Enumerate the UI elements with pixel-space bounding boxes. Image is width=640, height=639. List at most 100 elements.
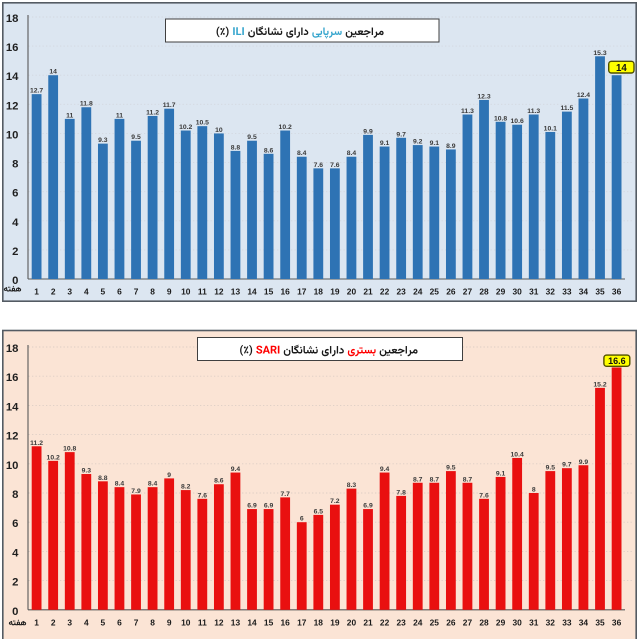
svg-text:11: 11 bbox=[198, 287, 207, 297]
svg-text:23: 23 bbox=[396, 617, 406, 627]
svg-text:8.7: 8.7 bbox=[413, 476, 423, 483]
svg-text:24: 24 bbox=[413, 617, 423, 627]
svg-text:8.6: 8.6 bbox=[264, 147, 274, 154]
svg-text:6: 6 bbox=[12, 518, 18, 530]
svg-text:14: 14 bbox=[247, 617, 257, 627]
svg-text:10.2: 10.2 bbox=[279, 124, 292, 131]
svg-text:8.7: 8.7 bbox=[463, 476, 473, 483]
svg-text:9.5: 9.5 bbox=[247, 134, 257, 141]
svg-text:12.4: 12.4 bbox=[577, 92, 590, 99]
svg-text:9.1: 9.1 bbox=[430, 140, 440, 147]
svg-text:9: 9 bbox=[167, 472, 171, 479]
svg-text:10: 10 bbox=[215, 127, 223, 134]
svg-text:10.2: 10.2 bbox=[179, 124, 192, 131]
svg-text:11.8: 11.8 bbox=[80, 101, 93, 108]
svg-text:8.3: 8.3 bbox=[347, 482, 357, 489]
svg-text:8.2: 8.2 bbox=[181, 484, 191, 491]
svg-text:29: 29 bbox=[496, 287, 506, 297]
svg-text:28: 28 bbox=[479, 287, 489, 297]
svg-text:35: 35 bbox=[595, 287, 605, 297]
svg-text:21: 21 bbox=[363, 617, 373, 627]
svg-text:8.4: 8.4 bbox=[148, 481, 158, 488]
svg-text:6: 6 bbox=[300, 516, 304, 523]
svg-text:9.5: 9.5 bbox=[131, 134, 141, 141]
svg-text:6.5: 6.5 bbox=[314, 508, 324, 515]
svg-text:18: 18 bbox=[6, 343, 19, 355]
svg-text:9: 9 bbox=[167, 287, 172, 297]
svg-text:20: 20 bbox=[347, 287, 357, 297]
svg-text:32: 32 bbox=[546, 617, 556, 627]
svg-text:22: 22 bbox=[380, 287, 390, 297]
svg-text:10: 10 bbox=[181, 287, 191, 297]
svg-text:34: 34 bbox=[579, 617, 589, 627]
svg-text:1: 1 bbox=[34, 287, 39, 297]
svg-text:16: 16 bbox=[281, 617, 291, 627]
svg-text:6.9: 6.9 bbox=[264, 503, 274, 510]
svg-text:34: 34 bbox=[579, 287, 589, 297]
svg-text:14: 14 bbox=[616, 63, 627, 74]
svg-text:14: 14 bbox=[247, 287, 257, 297]
svg-text:10.8: 10.8 bbox=[63, 446, 76, 453]
svg-text:8.4: 8.4 bbox=[115, 481, 125, 488]
svg-text:18: 18 bbox=[314, 617, 324, 627]
svg-text:9.7: 9.7 bbox=[396, 131, 406, 138]
svg-text:4: 4 bbox=[84, 287, 89, 297]
svg-text:15.3: 15.3 bbox=[593, 50, 606, 57]
svg-text:33: 33 bbox=[562, 287, 572, 297]
svg-text:12: 12 bbox=[6, 431, 19, 443]
svg-text:25: 25 bbox=[430, 617, 440, 627]
svg-text:7.7: 7.7 bbox=[280, 491, 290, 498]
svg-text:1: 1 bbox=[34, 617, 39, 627]
svg-text:31: 31 bbox=[529, 617, 539, 627]
svg-text:10.2: 10.2 bbox=[47, 454, 60, 461]
svg-text:12: 12 bbox=[214, 287, 224, 297]
svg-text:5: 5 bbox=[101, 287, 106, 297]
svg-text:36: 36 bbox=[612, 617, 622, 627]
svg-text:7.2: 7.2 bbox=[330, 498, 340, 505]
svg-text:8: 8 bbox=[150, 287, 155, 297]
svg-text:11.2: 11.2 bbox=[146, 109, 159, 116]
svg-text:8: 8 bbox=[150, 617, 155, 627]
svg-text:9.3: 9.3 bbox=[82, 468, 92, 475]
svg-text:10: 10 bbox=[6, 129, 19, 141]
svg-text:30: 30 bbox=[512, 287, 522, 297]
svg-text:0: 0 bbox=[12, 606, 18, 618]
svg-text:19: 19 bbox=[330, 617, 340, 627]
svg-text:9: 9 bbox=[167, 617, 172, 627]
svg-text:23: 23 bbox=[396, 287, 406, 297]
svg-text:16: 16 bbox=[281, 287, 291, 297]
svg-text:14: 14 bbox=[6, 71, 19, 83]
svg-text:11: 11 bbox=[66, 112, 73, 119]
svg-text:9.2: 9.2 bbox=[413, 139, 423, 146]
svg-text:35: 35 bbox=[595, 617, 605, 627]
svg-text:12: 12 bbox=[6, 100, 19, 112]
svg-text:16: 16 bbox=[6, 372, 19, 384]
svg-text:7.6: 7.6 bbox=[198, 492, 208, 499]
svg-text:26: 26 bbox=[446, 287, 456, 297]
svg-text:19: 19 bbox=[330, 287, 340, 297]
svg-text:36: 36 bbox=[612, 287, 622, 297]
svg-text:4: 4 bbox=[12, 547, 19, 559]
svg-text:11.7: 11.7 bbox=[163, 102, 176, 109]
svg-text:3: 3 bbox=[67, 287, 72, 297]
svg-text:8.9: 8.9 bbox=[446, 143, 456, 150]
svg-text:10: 10 bbox=[181, 617, 191, 627]
svg-text:10: 10 bbox=[6, 460, 19, 472]
svg-text:11: 11 bbox=[116, 112, 123, 119]
svg-text:9.1: 9.1 bbox=[380, 140, 390, 147]
svg-text:25: 25 bbox=[430, 287, 440, 297]
svg-text:18: 18 bbox=[314, 287, 324, 297]
svg-text:2: 2 bbox=[51, 287, 56, 297]
svg-text:7.9: 7.9 bbox=[131, 488, 141, 495]
svg-text:8: 8 bbox=[12, 159, 18, 171]
svg-text:10.6: 10.6 bbox=[511, 118, 524, 125]
svg-text:9.9: 9.9 bbox=[363, 128, 373, 135]
svg-text:7.6: 7.6 bbox=[330, 162, 340, 169]
svg-text:15.2: 15.2 bbox=[593, 381, 606, 388]
svg-text:26: 26 bbox=[446, 617, 456, 627]
svg-text:0: 0 bbox=[12, 275, 18, 287]
svg-text:7: 7 bbox=[134, 287, 139, 297]
svg-text:17: 17 bbox=[297, 287, 307, 297]
svg-text:2: 2 bbox=[51, 617, 56, 627]
svg-text:7: 7 bbox=[134, 617, 139, 627]
